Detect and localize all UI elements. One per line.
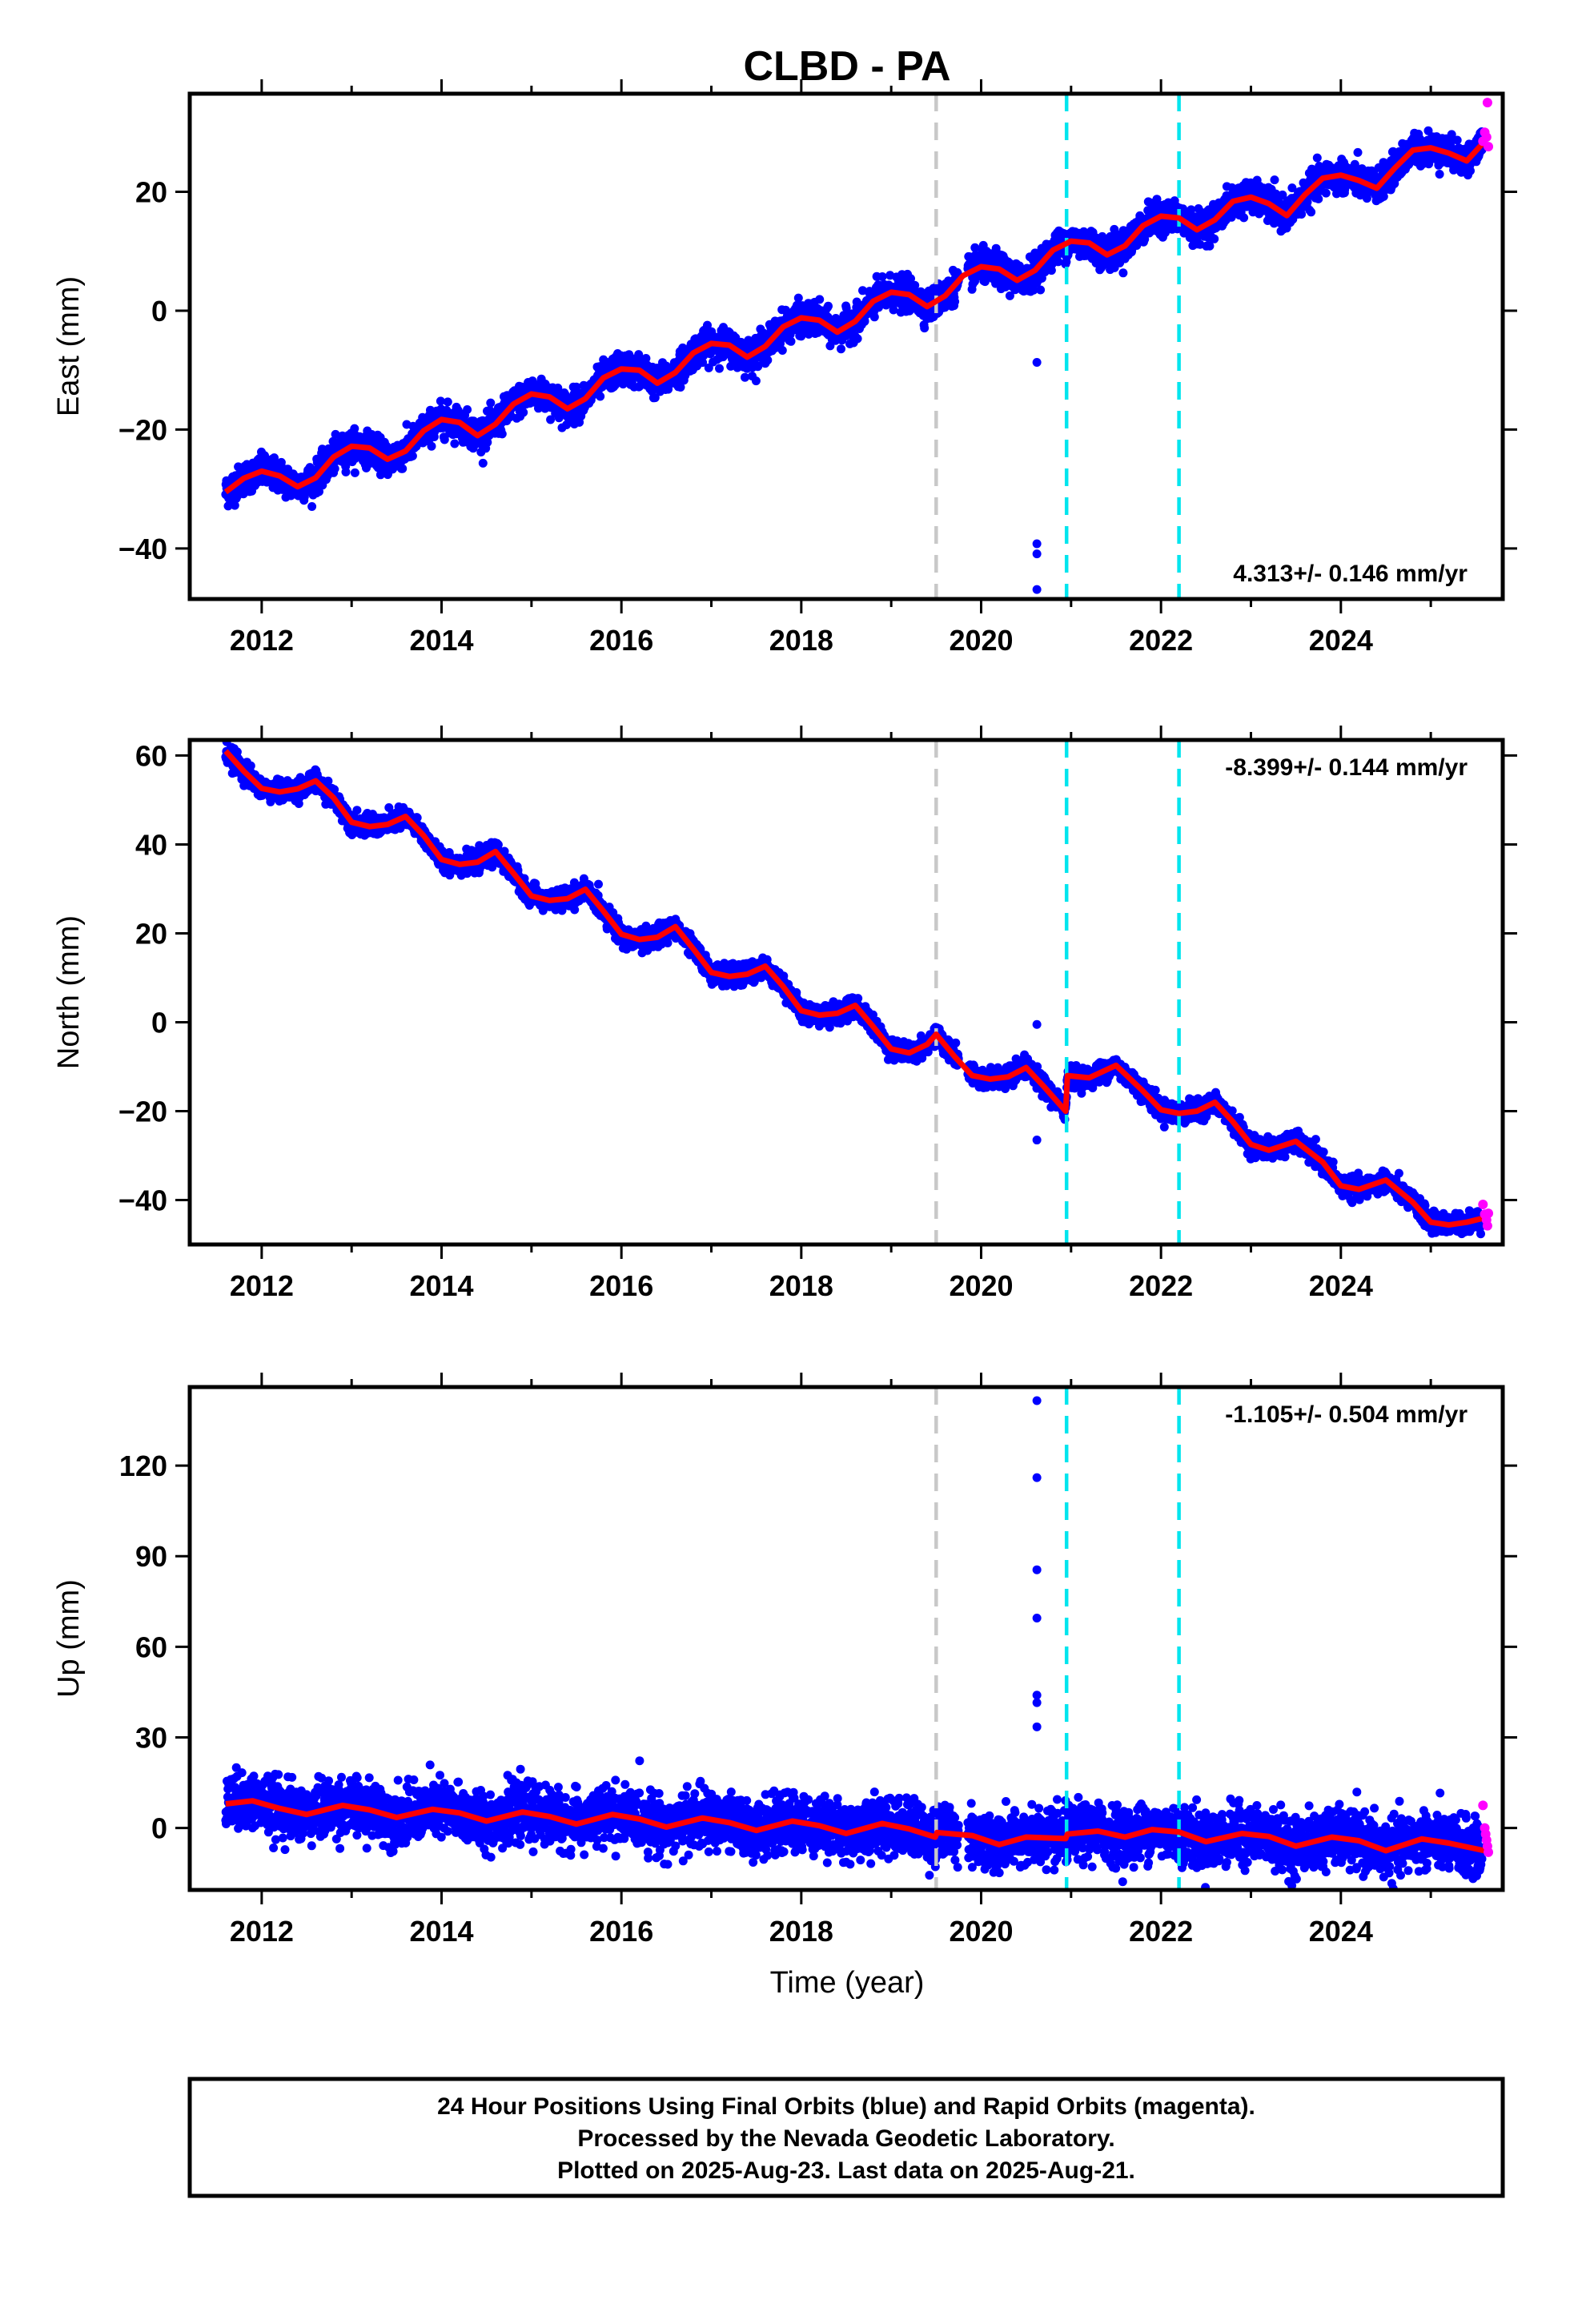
final-orbit-point xyxy=(889,305,898,315)
final-orbit-point xyxy=(877,272,887,281)
final-orbit-point xyxy=(519,408,528,417)
final-orbit-point xyxy=(350,424,359,433)
final-orbit-point xyxy=(1312,153,1322,163)
final-orbit-point xyxy=(1054,257,1063,267)
final-orbit-point xyxy=(1278,190,1287,199)
final-orbit-point xyxy=(1132,239,1142,249)
final-orbit-point xyxy=(463,405,472,414)
final-orbit-point xyxy=(1036,285,1046,295)
final-orbit-point xyxy=(950,297,960,307)
final-orbit-point xyxy=(1452,135,1462,145)
final-orbit-point xyxy=(1314,194,1323,203)
final-orbit-point xyxy=(478,458,488,468)
final-orbit-point xyxy=(1106,231,1115,241)
final-orbit-point xyxy=(641,354,651,363)
final-orbit-point xyxy=(483,437,492,447)
final-orbit-point xyxy=(751,376,761,386)
final-orbit-point xyxy=(763,356,773,365)
panel-east: 2012 2014 2016 2018 2020 2022 2024−40−20020Eas… xyxy=(52,79,1517,657)
final-orbit-point xyxy=(741,372,749,382)
final-orbit-point xyxy=(276,457,286,467)
final-orbit-point xyxy=(230,501,239,510)
final-orbit-point xyxy=(1029,285,1038,295)
final-orbit-point xyxy=(753,361,763,371)
final-orbit-point xyxy=(650,393,660,403)
final-orbit-point xyxy=(1118,268,1128,278)
final-orbit-point xyxy=(970,243,980,252)
final-orbit-point xyxy=(1186,205,1196,215)
final-orbit-point xyxy=(546,415,556,424)
final-orbit-point xyxy=(596,392,605,401)
final-orbit-point xyxy=(330,464,339,473)
final-orbit-point xyxy=(350,468,359,477)
final-orbit-point xyxy=(1205,241,1215,251)
final-orbit-point xyxy=(703,320,712,330)
final-orbit-point xyxy=(715,364,724,373)
final-orbit-point xyxy=(572,382,581,392)
final-orbit-point xyxy=(1110,224,1119,234)
final-orbit-point xyxy=(860,316,869,326)
final-orbit-point xyxy=(1239,213,1249,223)
final-orbit-point xyxy=(853,334,862,344)
final-orbit-point xyxy=(497,429,507,439)
final-orbit-point xyxy=(341,467,351,476)
final-orbit-point xyxy=(1270,175,1279,185)
final-orbit-point xyxy=(1297,210,1307,219)
final-orbit-point xyxy=(1307,207,1316,217)
final-orbit-point xyxy=(920,324,930,333)
final-orbit-point xyxy=(1321,188,1331,198)
final-orbit-point xyxy=(910,280,920,290)
final-orbit-point xyxy=(1435,170,1444,179)
final-orbit-point xyxy=(408,451,417,460)
final-orbit-point xyxy=(797,332,806,341)
final-orbit-point xyxy=(777,346,787,355)
final-orbit-point xyxy=(443,397,452,407)
final-orbit-point xyxy=(940,303,950,312)
final-orbit-point xyxy=(486,398,496,408)
final-orbit-point xyxy=(869,312,879,322)
final-orbit-point xyxy=(398,464,408,473)
final-orbit-point xyxy=(698,358,708,368)
final-orbit-point xyxy=(436,396,445,406)
final-orbit-point xyxy=(1379,191,1388,201)
final-orbit-point xyxy=(1287,183,1297,193)
final-orbit-point xyxy=(676,383,685,392)
final-orbit-point xyxy=(837,344,845,354)
final-orbit-point xyxy=(440,435,449,444)
final-orbit-point xyxy=(1210,234,1219,243)
final-orbit-point xyxy=(858,286,867,296)
final-orbit-point xyxy=(786,336,796,346)
final-orbit-point xyxy=(824,301,833,311)
final-orbit-point xyxy=(1005,291,1014,300)
final-orbit-point xyxy=(562,420,572,429)
final-orbit-point xyxy=(793,293,803,303)
final-orbit-point xyxy=(1353,147,1363,157)
final-orbit-point xyxy=(815,295,825,304)
final-orbit-point xyxy=(450,439,460,448)
final-orbit-point xyxy=(427,441,436,451)
final-orbit-points xyxy=(221,126,1487,594)
plot-title: CLBD - PA xyxy=(743,43,950,90)
final-orbit-point xyxy=(307,502,317,511)
